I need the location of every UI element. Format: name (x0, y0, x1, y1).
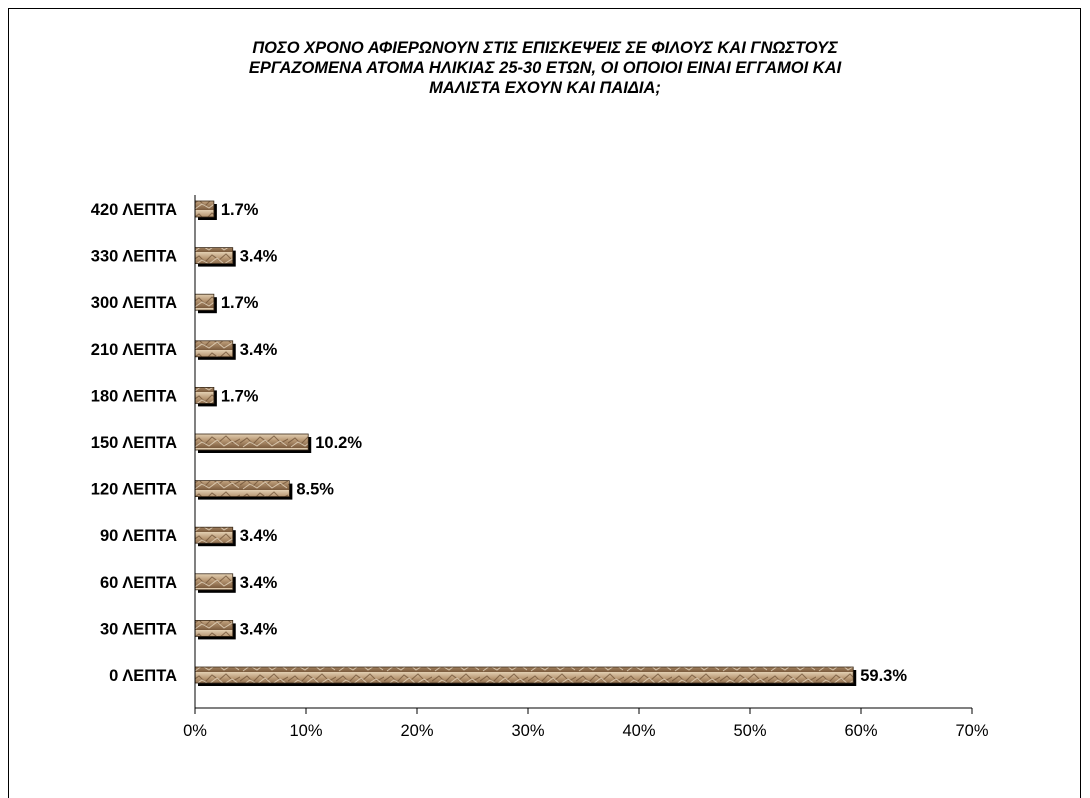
category-label-90: 90 ΛΕΠΤΑ (100, 527, 177, 545)
category-label-300: 300 ΛΕΠΤΑ (91, 294, 177, 312)
category-label-60: 60 ΛΕΠΤΑ (100, 574, 177, 592)
value-label-90: 3.4% (240, 527, 278, 545)
x-tick-label-6: 60% (844, 722, 877, 740)
value-label-150: 10.2% (315, 434, 362, 452)
category-label-330: 330 ΛΕΠΤΑ (91, 248, 177, 266)
chart-title: ΠΟΣΟ ΧΡΟΝΟ ΑΦΙΕΡΩΝΟΥΝ ΣΤΙΣ ΕΠΙΣΚΕΨΕΙΣ ΣΕ… (120, 38, 970, 98)
category-label-30: 30 ΛΕΠΤΑ (100, 620, 177, 638)
value-label-180: 1.7% (221, 387, 259, 405)
bar-60 (194, 573, 234, 591)
x-tick-label-5: 50% (733, 722, 766, 740)
value-label-120: 8.5% (296, 481, 334, 499)
category-label-150: 150 ΛΕΠΤΑ (91, 434, 177, 452)
value-label-330: 3.4% (240, 248, 278, 266)
title-line-2: ΕΡΓΑΖΟΜΕΝΑ ΑΤΟΜΑ ΗΛΙΚΙΑΣ 25-30 ΕΤΩΝ, ΟΙ … (248, 59, 842, 77)
value-label-60: 3.4% (240, 574, 278, 592)
bar-90 (194, 526, 234, 544)
title-line-3: ΜΑΛΙΣΤΑ ΕΧΟΥΝ ΚΑΙ ΠΑΙΔΙΑ; (429, 79, 661, 97)
x-tick-label-4: 40% (622, 722, 655, 740)
bar-0 (194, 666, 854, 684)
title-line-1: ΠΟΣΟ ΧΡΟΝΟ ΑΦΙΕΡΩΝΟΥΝ ΣΤΙΣ ΕΠΙΣΚΕΨΕΙΣ ΣΕ… (252, 39, 838, 57)
x-tick-label-2: 20% (400, 722, 433, 740)
chart-frame (8, 8, 1081, 798)
value-label-0: 59.3% (860, 667, 907, 685)
bar-120 (194, 480, 290, 498)
bar-330 (194, 247, 234, 265)
value-label-210: 3.4% (240, 341, 278, 359)
category-label-0: 0 ΛΕΠΤΑ (109, 667, 177, 685)
bar-30 (194, 620, 234, 637)
category-label-180: 180 ΛΕΠΤΑ (91, 387, 177, 405)
bar-210 (194, 340, 234, 358)
bar-420 (194, 200, 215, 218)
category-label-210: 210 ΛΕΠΤΑ (91, 341, 177, 359)
x-tick-label-0: 0% (183, 722, 207, 740)
value-label-420: 1.7% (221, 201, 259, 219)
x-tick-label-3: 30% (511, 722, 544, 740)
category-label-120: 120 ΛΕΠΤΑ (91, 481, 177, 499)
bar-300 (194, 293, 215, 311)
value-label-30: 3.4% (240, 620, 278, 638)
bar-180 (194, 386, 215, 404)
category-label-420: 420 ΛΕΠΤΑ (91, 201, 177, 219)
x-tick-label-7: 70% (955, 722, 988, 740)
x-tick-label-1: 10% (289, 722, 322, 740)
value-label-300: 1.7% (221, 294, 259, 312)
bar-150 (194, 433, 309, 451)
